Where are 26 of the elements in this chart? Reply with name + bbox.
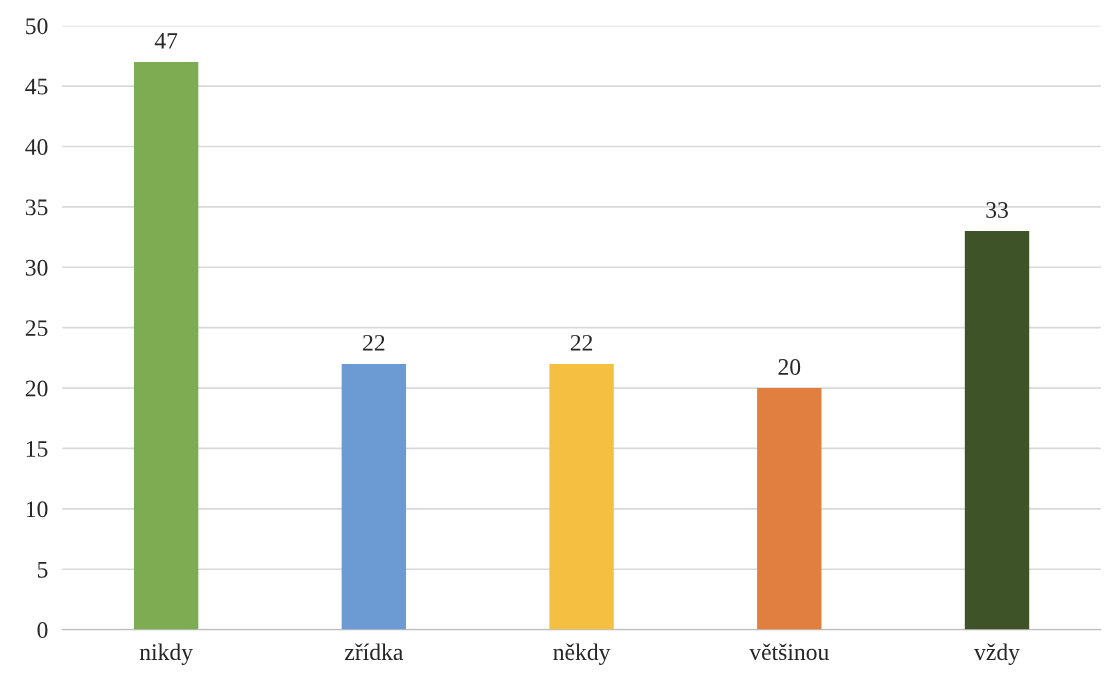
x-tick-label: vždy — [974, 643, 1020, 666]
y-tick-label: 45 — [25, 78, 48, 95]
data-label: 20 — [778, 358, 801, 375]
bar — [757, 388, 822, 630]
y-tick-label: 15 — [26, 441, 48, 457]
y-tick-label: 50 — [26, 18, 48, 35]
x-tick-label: zřídka — [344, 643, 404, 661]
y-tick-label: 10 — [26, 501, 48, 518]
bar — [549, 363, 614, 630]
data-label: 22 — [363, 334, 385, 351]
x-tick-label: nikdy — [139, 643, 193, 665]
bar — [133, 61, 199, 630]
y-tick-label: 20 — [25, 380, 48, 397]
data-label: 33 — [986, 202, 1008, 218]
y-tick-label: 35 — [25, 199, 48, 216]
bar — [341, 363, 407, 630]
y-tick-label: 5 — [37, 561, 48, 578]
x-tick-label: někdy — [553, 643, 611, 666]
bar — [964, 231, 1030, 630]
x-tick-label: většinou — [749, 643, 829, 661]
data-label: 47 — [154, 33, 178, 49]
y-tick-label: 40 — [25, 138, 48, 155]
y-tick-label: 0 — [37, 622, 48, 639]
y-tick-label: 30 — [25, 259, 48, 276]
y-tick-label: 25 — [25, 320, 48, 337]
data-label: 22 — [570, 334, 593, 351]
